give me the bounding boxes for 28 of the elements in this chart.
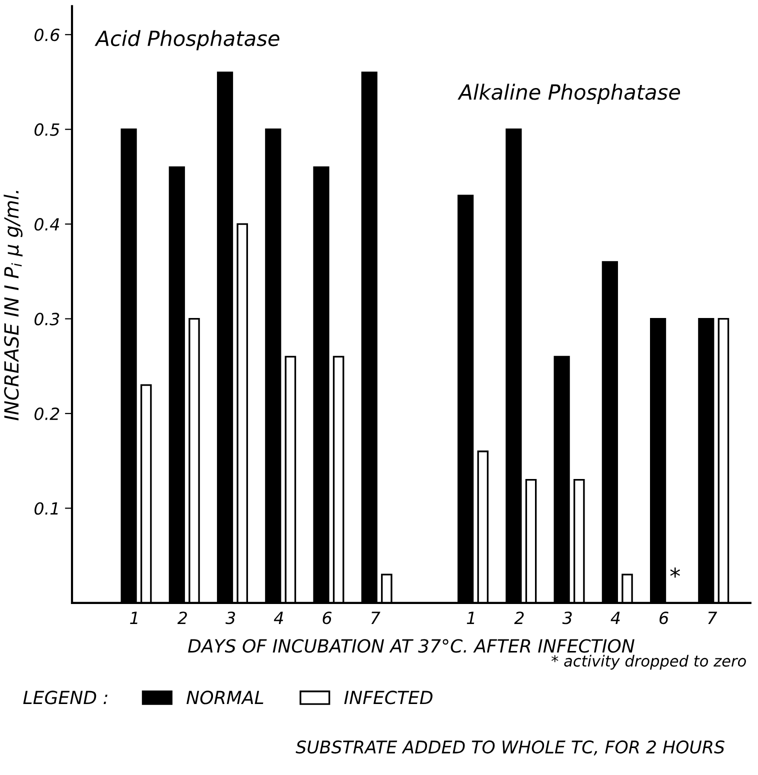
- legend-title: LEGEND :: [23, 690, 108, 704]
- y-tick-label: 0.4: [34, 218, 60, 231]
- x-tick-label: 7: [708, 612, 718, 624]
- x-axis-title: DAYS OF INCUBATION AT 37°C. AFTER INFECTION: [188, 639, 634, 653]
- annotation: Acid Phosphatase: [94, 30, 280, 50]
- y-tick-label: 0.5: [34, 123, 60, 136]
- x-tick-label: 2: [514, 612, 524, 624]
- x-tick-label: 4: [610, 612, 620, 624]
- x-tick-label: 3: [226, 612, 236, 624]
- y-tick-label: 0.3: [34, 312, 60, 326]
- x-tick-label: 7: [371, 612, 380, 624]
- x-tick-label: 2: [177, 612, 187, 624]
- text: * activity dropped to zero: [552, 654, 746, 670]
- legend-label: INFECTED: [344, 690, 432, 704]
- x-tick-label: 3: [562, 612, 572, 624]
- y-tick-label: 0.2: [34, 407, 60, 420]
- y-tick-label: 0.6: [34, 28, 60, 42]
- y-axis-title: INCREASE IN I P$_{i}$ µ g/ml.: [4, 190, 23, 420]
- text: SUBSTRATE ADDED TO WHOLE TC, FOR 2 HOURS: [296, 740, 724, 756]
- annotation: Alkaline Phosphatase: [458, 84, 680, 104]
- x-tick-label: 1: [130, 612, 138, 624]
- annotation: *: [670, 568, 680, 578]
- x-tick-label: 1: [466, 612, 474, 624]
- x-tick-label: 4: [274, 612, 284, 624]
- y-tick-label: 0.1: [34, 502, 58, 515]
- x-tick-label: 6: [322, 612, 332, 624]
- x-tick-label: 6: [660, 612, 668, 624]
- legend-label: NORMAL: [186, 690, 264, 704]
